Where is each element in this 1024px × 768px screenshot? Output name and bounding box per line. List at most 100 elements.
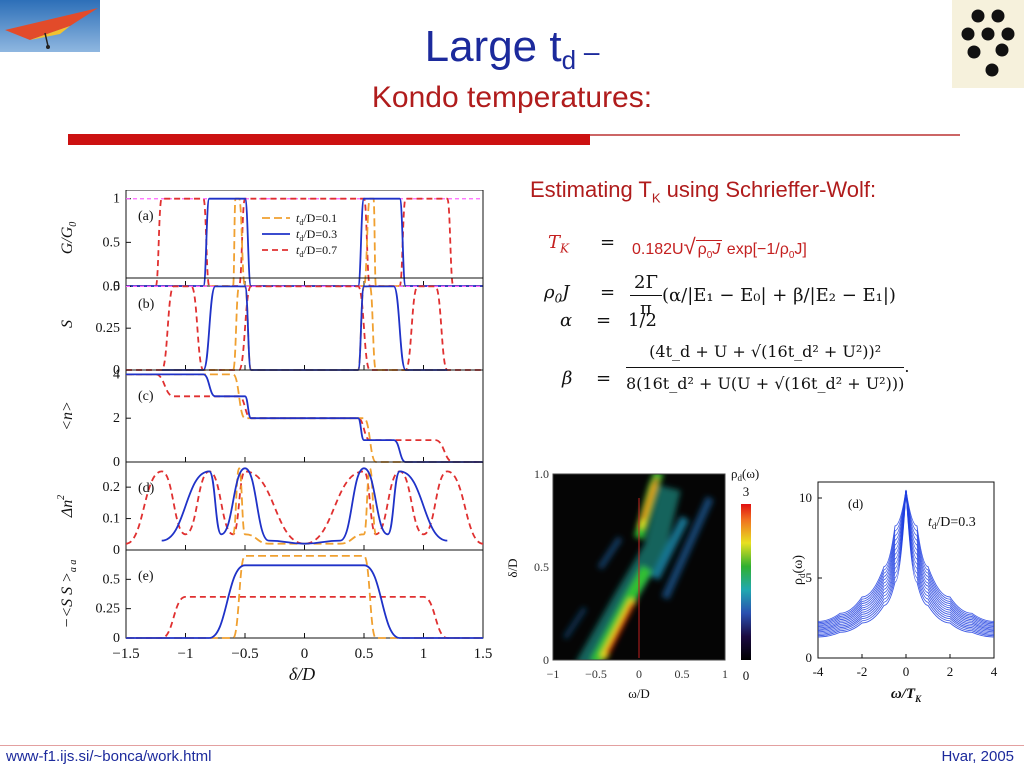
y-tick-label: 0.5 [103,235,121,250]
rho-lhs-sub: 0 [554,291,563,306]
x-tick-label: −1 [178,646,194,662]
left-x-label: δ/D [289,664,315,684]
series-line-3 [126,285,483,371]
heatmap-frame [552,473,726,661]
tk-exp-close: J] [794,241,807,258]
right-x-tick-label: -2 [857,664,868,679]
legend-label-d: d [299,250,303,259]
right-x-tick-label: 2 [947,664,954,679]
rho-lhs: ρ0J [544,282,569,306]
series-line-1 [161,285,448,371]
y-tick-label: 0.25 [96,602,121,617]
legend-label-t: t [296,243,300,257]
panel-y-label: S [59,320,76,328]
title-divider-thin [590,134,960,136]
beta-rhs: (4t_d + U + √(16t_d² + U²))² 8(16t_d² + U… [626,340,909,393]
tk-rhs: 0.182U√ ρ0J exp[−1/ρ0J] [632,234,807,261]
right-annotation: td/D=0.3 [928,515,976,531]
heatmap-x-tick: −0.5 [585,667,607,681]
y-tick-label: 0.5 [103,279,121,294]
heatmap-colorbar [741,504,751,660]
rho-fraction-num: 2Γ [630,272,662,296]
series-line-2 [125,373,483,463]
panel-y-label-sub: 0 [68,222,79,227]
right-y-tick-label: 0 [806,650,813,665]
right-x-label-sub: K [914,694,922,704]
tk-exp: exp[−1/ρ [726,241,789,258]
legend-label-t: t [296,227,300,241]
slide-title: Large td – [0,22,1024,85]
panel-tag: (c) [138,389,154,404]
series-line-1 [125,197,483,287]
heatmap-y-tick: 0 [543,653,549,667]
estimating-heading-sub: K [651,190,661,206]
y-tick-label: 0 [113,279,120,294]
estimating-heading: Estimating TK using Schrieffer-Wolf: [530,176,876,212]
slide-title-dash: – [576,36,600,67]
sqrt-sign: √ [683,234,696,259]
panel-y-label: Δn2 [56,495,76,518]
y-tick-label: 0 [113,363,120,378]
footer-location-date: Hvar, 2005 [941,748,1014,765]
right-x-label: ω/TK [891,686,922,704]
heatmap-y-tick: 0.5 [534,560,549,574]
y-tick-label: 1 [113,192,120,207]
heatmap-x-tick: 1 [722,667,728,681]
panel-y-label-sup: 2 [56,495,67,500]
rho-equals: = [600,282,616,303]
colorbar-min: 0 [743,668,750,683]
y-tick-label: 2 [113,411,120,426]
y-tick-label: 0 [113,455,120,470]
legend-label: td/D=0.1 [296,211,337,227]
legend-label-rest: /D=0.3 [303,227,337,241]
hang-glider-logo [0,0,100,52]
x-tick-label: 1 [420,646,428,662]
legend-label: td/D=0.7 [296,243,337,259]
beta-period: . [904,357,910,376]
alpha-rhs: 1/2 [628,310,657,331]
panel-y-label: G/G0 [59,222,79,255]
legend-label-rest: /D=0.1 [303,211,337,225]
heatmap-figure: −1 −0.5 0 0.5 1 0 0.5 1.0 ω/D δ/D ρd(ω)3 0 [505,458,785,708]
estimating-heading-suffix: using Schrieffer-Wolf: [660,177,877,202]
tk-rho: ρ [697,241,707,258]
right-y-label-sub: d [797,573,807,578]
legend-label-d: d [299,218,303,227]
right-annotation-rest: /D=0.3 [936,515,975,530]
rho-lhs-symbol: ρ [544,282,555,303]
panel-y-label: −<S S >a a [59,560,79,629]
panel-y-label-sub: a a [68,560,79,573]
y-tick-label: 0.25 [96,321,121,336]
beta-equals: = [596,368,612,389]
right-annotation-sub: d [932,521,937,531]
heatmap-y-tick: 1.0 [534,467,549,481]
x-tick-label: −0.5 [231,646,258,662]
estimating-heading-prefix: Estimating T [530,177,652,202]
tk-lhs-symbol: T [548,232,561,253]
legend-label: td/D=0.3 [296,227,337,243]
right-annotation-t: t [928,515,933,530]
heatmap-x-tick: 0 [636,667,642,681]
tk-rhs-coef: 0.182U [632,241,684,258]
dots-logo [952,0,1024,88]
x-tick-label: 0.5 [355,646,374,662]
y-tick-label: 0 [113,543,120,558]
right-y-tick-label: 10 [799,490,812,505]
colorbar-label-sub: d [738,473,743,483]
title-divider-thick [68,134,590,145]
rho-fraction-den: π [640,298,652,319]
left-stacked-figure: 00.51(a)G/G000.250.5(b)S024(c)<n>00.10.2… [40,190,500,692]
left-legend: td/D=0.1td/D=0.3td/D=0.7 [262,211,337,259]
panel-e: 0 0.25 0.5 (e) −<S S >a a [59,549,484,646]
tk-j: J [712,241,721,258]
beta-fraction-num: (4t_d + U + √(16t_d² + U²))² [626,340,905,368]
heatmap-y-label: δ/D [505,558,520,577]
slide-title-text: Large t [424,22,562,71]
colorbar-max: 3 [743,484,750,499]
legend-label-d: d [299,234,303,243]
tk-rhs-sqrt-arg: ρ0J [695,240,723,261]
panel-tag: (d) [138,481,155,496]
series-line-1 [126,555,483,639]
series-line-3 [125,197,483,287]
